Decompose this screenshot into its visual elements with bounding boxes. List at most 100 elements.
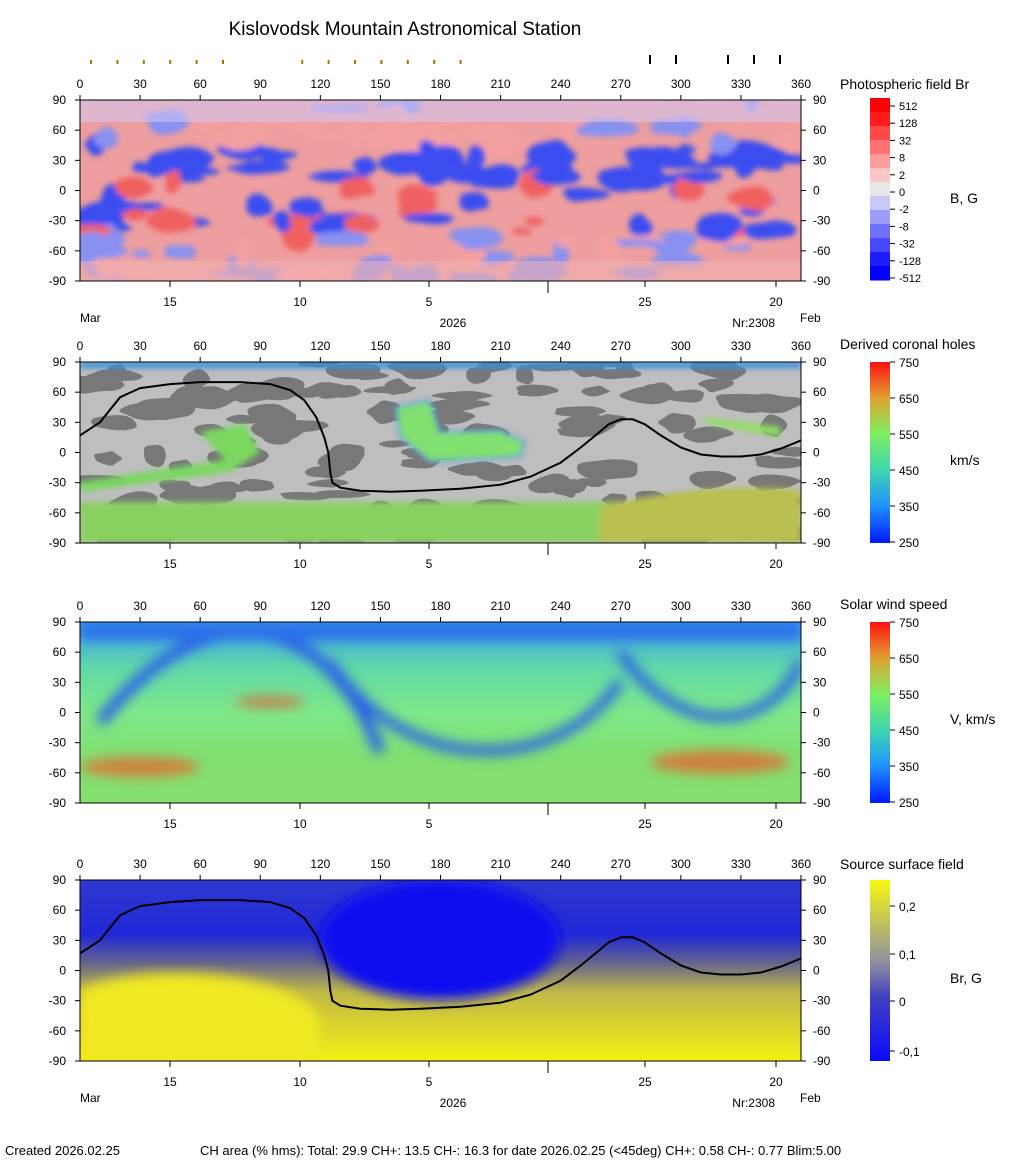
colorbar-tick-label: 450 [899,464,919,478]
gray-cell [683,426,736,443]
colorbar-segment [870,168,890,183]
lon-tick-label: 240 [551,599,571,613]
colorbar-unit: km/s [950,452,980,468]
south-polar-region [80,261,801,281]
longitude-axis: 0 30 60 90 120 150 180 210 240 270 300 330 360 [77,77,811,100]
gray-cell [379,440,413,448]
wind-features [80,622,801,777]
gray-cell [698,378,735,393]
lon-tick-label: 360 [791,599,811,613]
gray-cell [307,479,350,488]
lat-tick-label: -30 [813,736,831,750]
lon-tick-label: 210 [491,857,511,871]
lat-tick-label: 30 [813,933,827,947]
coronal-hole [700,417,780,437]
panel-title: Source surface field [840,856,964,872]
lon-tick-label: 210 [491,77,511,91]
lon-tick-label: 30 [133,77,147,91]
lat-tick-label: 90 [53,873,67,887]
date-tick-label: 10 [293,295,307,309]
lon-tick-label: 210 [491,339,511,353]
colorbar-tick-label: 0 [899,187,905,199]
field-patch [531,164,582,186]
lat-tick-label: 0 [59,446,66,460]
panel-title: Solar wind speed [840,596,948,612]
colorbar-segment [870,196,890,211]
lat-tick-label: -30 [813,476,831,490]
date-tick-label: 10 [293,817,307,831]
colorbar-unit: B, G [950,190,979,206]
map-area [80,100,801,281]
latitude-axis: 90 90 60 60 30 30 0 0 -30 -30 -60 -60 -90 -90 [49,615,831,810]
date-tick-label: 20 [769,295,783,309]
longitude-axis: 0 30 60 90 120 150 180 210 240 270 300 330 360 [77,599,811,622]
date-tick-label: 15 [163,1075,177,1089]
lon-tick-label: 270 [611,77,631,91]
field-patch [213,127,271,151]
field-patch [155,146,214,172]
colorbar-tick-label: 750 [899,356,919,370]
field-patch [449,226,505,250]
field-patch [461,126,485,138]
gray-cell [658,413,697,434]
field-patch [225,160,292,175]
colorbar-tick-label: 250 [899,796,919,810]
colorbar-unit: Br, G [950,970,982,986]
lat-tick-label: 0 [59,964,66,978]
lat-tick-label: -90 [813,274,831,288]
field-patch [557,238,578,248]
field-patch [628,213,654,237]
field-patch [726,186,774,211]
gray-cell [159,485,205,505]
lon-tick-label: 180 [430,77,450,91]
lat-tick-label: 0 [813,964,820,978]
lon-tick-label: 120 [310,857,330,871]
fast-wind-region [235,697,305,707]
lat-tick-label: 60 [53,123,67,137]
lon-tick-label: 30 [133,339,147,353]
field-patch [80,231,111,257]
lon-tick-label: 360 [791,857,811,871]
colorbar-tick-label: 550 [899,428,919,442]
source-field-regions [80,880,560,1061]
lon-tick-label: 90 [254,857,268,871]
neutral-line [80,899,801,1011]
lat-tick-label: 0 [59,706,66,720]
field-patch [696,213,745,243]
colorbar-tick-label: 350 [899,500,919,514]
colorbar-tick-label: 512 [899,101,917,113]
field-patch [673,171,723,183]
field-patch [443,152,459,168]
lon-tick-label: 330 [731,339,751,353]
lat-tick-label: -90 [49,796,67,810]
lat-tick-label: -90 [813,1054,831,1068]
lon-tick-label: 180 [430,599,450,613]
lon-tick-label: 270 [611,339,631,353]
field-patch [649,119,703,135]
lat-tick-label: 30 [813,415,827,429]
field-patch [475,126,530,157]
lat-tick-label: -30 [49,214,67,228]
slow-wind-boundary [325,659,625,756]
date-tick-label: 5 [426,295,433,309]
field-patch [459,192,490,212]
lon-tick-label: 90 [254,599,268,613]
lat-tick-label: -30 [813,214,831,228]
lon-tick-label: 30 [133,599,147,613]
latitude-axis: 90 90 60 60 30 30 0 0 -30 -30 -60 -60 -90 -90 [49,355,831,550]
created-date: Created 2026.02.25 [5,1143,120,1158]
colorbar-tick-label: 2 [899,170,905,182]
lat-tick-label: -30 [49,994,67,1008]
lon-tick-label: 60 [193,599,207,613]
north-polar-coronal-hole [80,362,801,368]
date-tick-label: 20 [769,817,783,831]
lat-tick-label: 60 [813,385,827,399]
field-patch [289,197,323,220]
date-tick-label: 15 [163,295,177,309]
lat-tick-label: -90 [49,274,67,288]
colorbar-tick-label: 32 [899,135,911,147]
lat-tick-label: 0 [813,706,820,720]
lon-tick-label: 0 [77,599,84,613]
coronal-holes [80,362,801,543]
